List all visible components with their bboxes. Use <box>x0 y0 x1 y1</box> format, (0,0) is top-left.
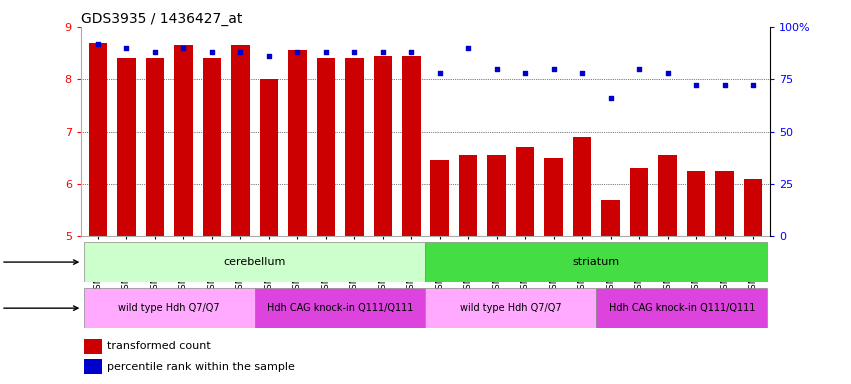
Point <box>575 70 589 76</box>
Point <box>689 83 703 89</box>
Text: percentile rank within the sample: percentile rank within the sample <box>107 362 295 372</box>
Bar <box>516 147 534 236</box>
Point <box>433 70 447 76</box>
Bar <box>84 359 101 374</box>
Point <box>490 66 504 72</box>
Bar <box>374 56 392 236</box>
Bar <box>459 155 477 236</box>
Bar <box>602 200 620 236</box>
Bar <box>426 242 768 282</box>
Bar <box>231 45 249 236</box>
Bar <box>597 288 768 328</box>
Bar <box>260 79 278 236</box>
Bar <box>174 45 192 236</box>
Point <box>262 53 276 59</box>
Bar <box>83 288 254 328</box>
Bar <box>288 50 306 236</box>
Text: transformed count: transformed count <box>107 341 211 351</box>
Point <box>547 66 561 72</box>
Bar <box>431 160 449 236</box>
Bar <box>545 158 563 236</box>
Point <box>205 49 219 55</box>
Bar <box>203 58 221 236</box>
Text: wild type Hdh Q7/Q7: wild type Hdh Q7/Q7 <box>118 303 220 313</box>
Point <box>746 83 760 89</box>
Text: Hdh CAG knock-in Q111/Q111: Hdh CAG knock-in Q111/Q111 <box>267 303 414 313</box>
Point <box>461 45 475 51</box>
Point <box>176 45 190 51</box>
Point <box>632 66 646 72</box>
Point <box>347 49 361 55</box>
Point <box>148 49 162 55</box>
Bar <box>83 242 426 282</box>
Point <box>717 83 731 89</box>
Bar <box>402 56 420 236</box>
Bar <box>146 58 164 236</box>
Text: striatum: striatum <box>573 257 620 267</box>
Bar <box>117 58 135 236</box>
Bar <box>488 155 506 236</box>
Point <box>233 49 247 55</box>
Point <box>661 70 675 76</box>
Bar <box>659 155 677 236</box>
Point <box>120 45 134 51</box>
Text: GDS3935 / 1436427_at: GDS3935 / 1436427_at <box>81 12 243 26</box>
Bar <box>317 58 335 236</box>
Bar <box>345 58 363 236</box>
Bar <box>687 171 705 236</box>
Bar <box>716 171 734 236</box>
Bar <box>744 179 762 236</box>
Bar <box>630 168 648 236</box>
Point <box>91 41 105 47</box>
Bar <box>84 339 101 354</box>
Point <box>376 49 390 55</box>
Point <box>518 70 532 76</box>
Bar <box>573 137 591 236</box>
Point <box>290 49 304 55</box>
Bar <box>89 43 107 236</box>
Point <box>404 49 418 55</box>
Bar <box>426 288 597 328</box>
Point <box>604 95 618 101</box>
Point <box>319 49 333 55</box>
Text: Hdh CAG knock-in Q111/Q111: Hdh CAG knock-in Q111/Q111 <box>608 303 755 313</box>
Text: wild type Hdh Q7/Q7: wild type Hdh Q7/Q7 <box>460 303 562 313</box>
Text: cerebellum: cerebellum <box>224 257 286 267</box>
Bar <box>254 288 426 328</box>
Text: tissue: tissue <box>0 257 78 267</box>
Text: genotype/variation: genotype/variation <box>0 303 78 313</box>
